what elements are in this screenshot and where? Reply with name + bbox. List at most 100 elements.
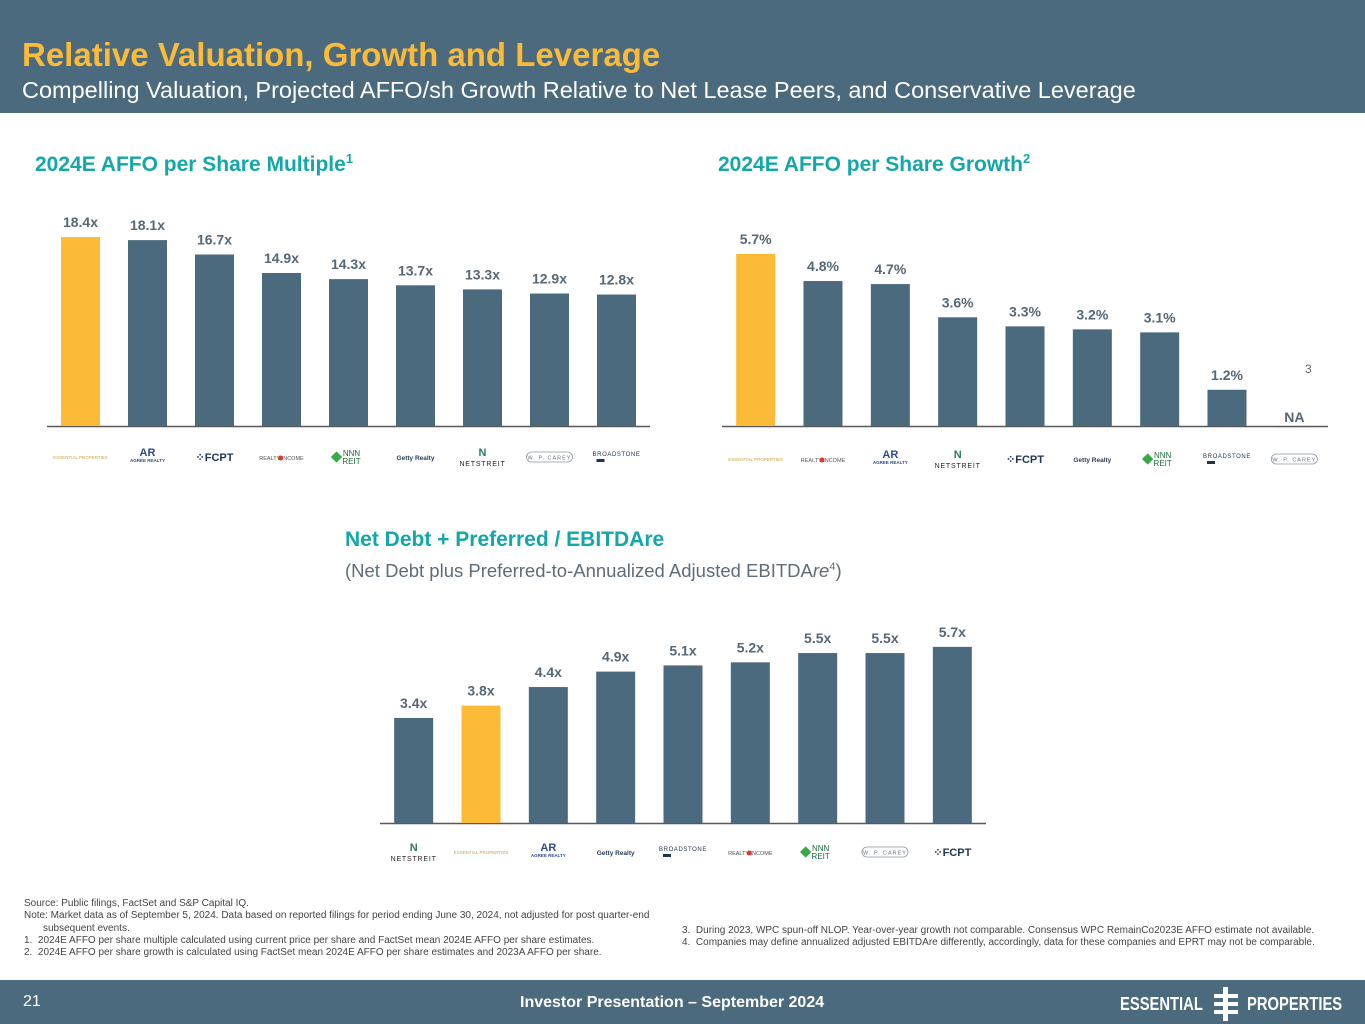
- svg-text:BROADSTONE: BROADSTONE: [593, 452, 641, 458]
- data-label-netstreit: 3.4x: [400, 695, 427, 711]
- footnote-3: 3. During 2023, WPC spun-off NLOP. Year-…: [682, 925, 1342, 937]
- svg-text:W. P. CAREY: W. P. CAREY: [1272, 458, 1316, 464]
- svg-text:NETSTREIT: NETSTREIT: [935, 463, 981, 470]
- data-label-nnn-reit: 3.1%: [1144, 309, 1176, 325]
- bar-getty-realty: [396, 285, 435, 426]
- svg-text:NETSTREIT: NETSTREIT: [459, 461, 505, 468]
- footnote-text: 2024E AFFO per share multiple calculated…: [37, 934, 595, 946]
- bar-broadstone: [1207, 389, 1247, 426]
- svg-text:NNN: NNN: [343, 449, 361, 458]
- data-label-agree-realty: 4.7%: [874, 261, 906, 277]
- footnotes-left: Source: Public filings, FactSet and S&P …: [24, 898, 684, 959]
- footnote-note: Note: Market data as of September 5, 202…: [24, 910, 684, 935]
- bar-agree-realty: [128, 240, 167, 426]
- bar-essential-properties: [461, 705, 501, 823]
- data-label-netstreit: 3.6%: [942, 294, 974, 310]
- chart-title-text: 2024E AFFO per Share Growth: [718, 153, 1023, 176]
- logo-word-left: ESSENTIAL: [1120, 993, 1203, 1014]
- data-label-broadstone: 12.8x: [599, 272, 634, 288]
- footnote-text: During 2023, WPC spun-off NLOP. Year-ove…: [695, 925, 1315, 936]
- logo-broadstone: BROADSTONE: [659, 847, 707, 857]
- footnote-ref: 4: [829, 561, 836, 573]
- svg-text:N: N: [410, 842, 418, 854]
- svg-text:AR: AR: [540, 842, 556, 854]
- logo-realty-income: REALTY INCOME: [728, 850, 773, 857]
- footnotes-right: 3. During 2023, WPC spun-off NLOP. Year-…: [682, 925, 1342, 950]
- logo-essential-properties: ESSENTIAL PROPERTIES: [53, 455, 108, 460]
- data-label-fcpt: 3.3%: [1009, 303, 1041, 319]
- svg-text:N: N: [954, 449, 962, 461]
- svg-text:W. P. CAREY: W. P. CAREY: [528, 456, 572, 462]
- data-label-broadstone: 1.2%: [1211, 367, 1243, 383]
- data-label-nnn-reit: 5.5x: [804, 630, 831, 646]
- data-label-realty-income: 4.8%: [807, 258, 839, 274]
- subtitle-text: ): [835, 560, 842, 581]
- footnote-num: 2.: [24, 947, 33, 959]
- svg-text:AR: AR: [882, 449, 898, 461]
- footnote-note-text: Note: Market data as of September 5, 202…: [24, 910, 650, 934]
- logo-netstreit: N NETSTREIT: [935, 449, 981, 470]
- logo-fcpt: ⁘FCPT: [1006, 454, 1044, 466]
- bar-broadstone: [663, 665, 703, 823]
- bar-netstreit: [463, 289, 502, 426]
- svg-text:NNN: NNN: [812, 844, 830, 853]
- footnote-1: 1. 2024E AFFO per share multiple calcula…: [24, 935, 684, 947]
- footnote-num: 1.: [24, 934, 33, 946]
- bar-agree-realty: [870, 284, 910, 426]
- bar-fcpt: [1005, 326, 1045, 426]
- logo-netstreit: N NETSTREIT: [459, 447, 505, 468]
- data-label-netstreit: 13.3x: [465, 266, 500, 282]
- chart-title-leverage: Net Debt + Preferred / EBITDAre: [345, 528, 664, 552]
- footnote-text: 2024E AFFO per share growth is calculate…: [37, 947, 602, 959]
- svg-text:BROADSTONE: BROADSTONE: [1203, 454, 1251, 460]
- data-label-broadstone: 5.1x: [669, 642, 696, 658]
- svg-text:Getty Realty: Getty Realty: [597, 850, 635, 857]
- bar-nnn-reit: [329, 279, 368, 426]
- logo-realty-income: REALTY INCOME: [801, 457, 846, 464]
- logo-essential-properties: ESSENTIAL PROPERTIES: [454, 850, 509, 855]
- data-label-getty-realty: 4.9x: [602, 649, 629, 665]
- logo-getty-realty: Getty Realty: [597, 850, 635, 857]
- footnote-ref: 1: [345, 151, 354, 166]
- bar-getty-realty: [596, 671, 636, 823]
- page-subtitle: Compelling Valuation, Projected AFFO/sh …: [22, 77, 1136, 103]
- header-banner: Relative Valuation, Growth and Leverage …: [0, 0, 1365, 113]
- svg-text:W. P. CAREY: W. P. CAREY: [863, 851, 907, 857]
- bar-w-p-carey: [865, 653, 905, 823]
- logo-word-right: PROPERTIES: [1247, 993, 1343, 1014]
- logo-essential-properties: ESSENTIAL PROPERTIES: [728, 457, 783, 462]
- bar-realty-income: [730, 662, 770, 823]
- svg-text:AR: AR: [140, 447, 156, 459]
- data-label-getty-realty: 13.7x: [398, 262, 433, 278]
- logo-mark-icon: [1214, 987, 1239, 1021]
- bar-broadstone: [597, 294, 636, 426]
- footnote-source: Source: Public filings, FactSet and S&P …: [24, 898, 249, 909]
- bar-nnn-reit: [798, 653, 838, 823]
- svg-text:REIT: REIT: [342, 457, 360, 466]
- svg-text:NNN: NNN: [1154, 451, 1172, 460]
- data-label-agree-realty: 4.4x: [535, 664, 562, 680]
- footnote-2: 2. 2024E AFFO per share growth is calcul…: [24, 947, 684, 959]
- data-label-w-p-carey: NA: [1284, 409, 1304, 425]
- svg-text:AGREE REALTY: AGREE REALTY: [130, 458, 165, 463]
- data-label-essential-properties: 5.7%: [740, 231, 772, 247]
- subtitle-italic: re: [812, 560, 830, 581]
- logo-broadstone: BROADSTONE: [593, 452, 641, 462]
- essential-properties-logo: ESSENTIAL PROPERTIES: [1120, 987, 1363, 1021]
- svg-text:BROADSTONE: BROADSTONE: [659, 847, 707, 853]
- svg-text:AGREE REALTY: AGREE REALTY: [531, 853, 566, 858]
- bar-fcpt: [195, 254, 234, 426]
- chart-title-growth: 2024E AFFO per Share Growth2: [718, 151, 1030, 177]
- footnote-4: 4. Companies may define annualized adjus…: [682, 937, 1342, 949]
- svg-text:REIT: REIT: [1154, 459, 1172, 468]
- svg-text:Getty Realty: Getty Realty: [1073, 457, 1111, 464]
- svg-text:Getty Realty: Getty Realty: [397, 455, 435, 462]
- chart-title-multiple: 2024E AFFO per Share Multiple1: [35, 151, 353, 177]
- page-number: 21: [23, 993, 41, 1010]
